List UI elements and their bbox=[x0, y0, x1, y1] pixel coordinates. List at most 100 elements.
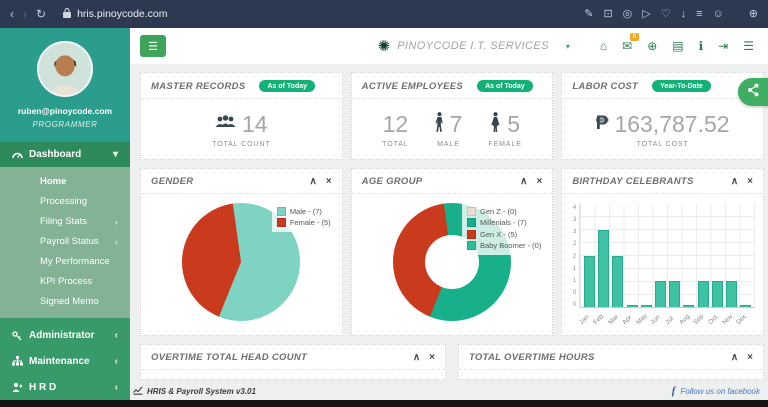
book-icon[interactable]: ▤ bbox=[672, 39, 684, 53]
sidebar-toggle-button[interactable]: ☰ bbox=[140, 35, 166, 57]
bar[interactable] bbox=[583, 255, 595, 307]
close-button[interactable]: × bbox=[747, 351, 753, 363]
download-icon[interactable]: ↓ bbox=[680, 7, 687, 20]
sitemap-icon bbox=[12, 356, 29, 366]
globe-icon[interactable]: ⊕ bbox=[647, 39, 658, 53]
sidebar-item-my-performance[interactable]: My Performance bbox=[0, 252, 130, 272]
sidebar-item-dashboard[interactable]: Dashboard ▾ bbox=[0, 142, 130, 167]
collapse-button[interactable]: ∧ bbox=[309, 175, 317, 187]
mail-icon[interactable]: ✉ 0 bbox=[622, 33, 640, 52]
browser-reload-icon[interactable]: ↻ bbox=[36, 7, 47, 21]
sidebar-item-home[interactable]: Home bbox=[0, 172, 130, 192]
list-icon[interactable]: ☰ bbox=[743, 39, 754, 53]
sidebar-item-maintenance[interactable]: Maintenance ‹ bbox=[0, 349, 130, 375]
overtime-headcount-panel: OVERTIME TOTAL HEAD COUNT ∧ × bbox=[140, 344, 446, 380]
collapse-button[interactable]: ∧ bbox=[412, 351, 421, 363]
legend-swatch bbox=[467, 241, 477, 250]
card-title: ACTIVE EMPLOYEES bbox=[361, 80, 464, 92]
app-version: HRIS & Payroll System v3.01 bbox=[147, 386, 256, 396]
legend-item[interactable]: Baby Boomer - (0) bbox=[467, 241, 541, 250]
bar[interactable] bbox=[669, 281, 681, 307]
browser-back-icon[interactable]: ‹ bbox=[10, 7, 14, 21]
bar[interactable] bbox=[697, 281, 709, 307]
bar[interactable] bbox=[740, 305, 752, 307]
chevron-left-icon: ‹ bbox=[114, 330, 118, 342]
female-icon bbox=[490, 111, 501, 137]
panel-title: OVERTIME TOTAL HEAD COUNT bbox=[151, 352, 308, 363]
card-title: MASTER RECORDS bbox=[151, 80, 246, 92]
sidebar-item-processing[interactable]: Processing bbox=[0, 192, 130, 212]
bar[interactable] bbox=[726, 281, 738, 307]
legend-swatch bbox=[467, 218, 477, 227]
chart-line-icon bbox=[133, 386, 143, 397]
card-title: AGE GROUP bbox=[361, 176, 423, 187]
collapse-button[interactable]: ∧ bbox=[730, 351, 739, 363]
bar[interactable] bbox=[626, 305, 638, 307]
record-icon[interactable]: ◎ bbox=[622, 7, 633, 20]
panel-title: TOTAL OVERTIME HOURS bbox=[469, 352, 595, 363]
legend-label: Male - (7) bbox=[289, 206, 322, 216]
age-group-chart-card: AGE GROUP ∧ × Gen Z - (0) Millenials - (7… bbox=[350, 168, 554, 336]
sidebar-item-label: Maintenance bbox=[29, 355, 90, 367]
bar[interactable] bbox=[683, 305, 695, 307]
legend-item[interactable]: Gen X - (5) bbox=[467, 229, 541, 239]
close-button[interactable]: × bbox=[325, 175, 332, 187]
chevron-down-icon: ▾ bbox=[565, 41, 570, 51]
legend-item[interactable]: Millenials - (7) bbox=[467, 218, 541, 227]
collapse-button[interactable]: ∧ bbox=[730, 175, 739, 187]
legend-item[interactable]: Male - (7) bbox=[276, 206, 331, 216]
bar-chart: 4 3 3 2 2 1 1 0 0 Jan Feb Mar Apr May Jun Jul Aug Sep Oct… bbox=[562, 194, 763, 326]
tachometer-icon bbox=[12, 150, 29, 159]
y-tick-label: 1 bbox=[572, 264, 577, 272]
y-tick-label: 1 bbox=[572, 276, 577, 284]
legend-label: Gen Z - (0) bbox=[480, 206, 517, 216]
bar-y-axis: 4 3 3 2 2 1 1 0 0 bbox=[568, 204, 579, 308]
camera-icon[interactable]: ⊡ bbox=[603, 7, 613, 20]
bar[interactable] bbox=[612, 255, 624, 307]
edit-icon[interactable]: ✎ bbox=[584, 7, 594, 20]
info-icon[interactable]: ℹ bbox=[698, 39, 704, 53]
close-button[interactable]: × bbox=[747, 175, 753, 187]
chevron-down-icon: ▾ bbox=[112, 148, 118, 160]
home-icon[interactable]: ⌂ bbox=[599, 39, 608, 53]
sidebar-item-administrator[interactable]: Administrator ‹ bbox=[0, 323, 130, 349]
company-selector[interactable]: ✺ PINOYCODE I.T. SERVICES ▾ bbox=[378, 39, 570, 54]
sidebar-item-payroll-status[interactable]: Payroll Status ‹ bbox=[0, 232, 130, 252]
close-button[interactable]: × bbox=[429, 351, 435, 363]
sidebar-item-signed-memo[interactable]: Signed Memo bbox=[0, 292, 130, 312]
y-tick-label: 3 bbox=[572, 228, 577, 236]
heart-icon[interactable]: ♡ bbox=[660, 7, 671, 20]
status-badge: As of Today bbox=[477, 80, 533, 92]
card-title: GENDER bbox=[151, 176, 194, 187]
gender-chart-card: GENDER ∧ × Male - (7) Female - (5) bbox=[140, 168, 343, 336]
bar[interactable] bbox=[598, 229, 610, 307]
chevron-left-icon: ‹ bbox=[115, 236, 118, 247]
bar[interactable] bbox=[711, 281, 723, 307]
legend-label: Female - (5) bbox=[289, 218, 331, 227]
legend-item[interactable]: Gen Z - (0) bbox=[467, 206, 541, 216]
close-button[interactable]: × bbox=[536, 175, 543, 187]
legend-item[interactable]: Female - (5) bbox=[276, 218, 331, 227]
avatar[interactable] bbox=[37, 41, 93, 97]
address-bar[interactable]: hris.pinoycode.com bbox=[63, 5, 575, 23]
sidebar: ruben@pinoycode.com PROGRAMMER Dashboard… bbox=[0, 28, 130, 400]
profile-icon[interactable]: ☺ bbox=[712, 7, 724, 20]
browser-forward-icon[interactable]: › bbox=[23, 7, 27, 21]
user-role: PROGRAMMER bbox=[32, 120, 98, 129]
sidebar-item-filing-stats[interactable]: Filing Stats ‹ bbox=[0, 212, 130, 232]
collapse-button[interactable]: ∧ bbox=[520, 175, 528, 187]
bar[interactable] bbox=[640, 305, 652, 307]
hamburger-icon: ☰ bbox=[148, 40, 158, 53]
sidebar-item-hrd[interactable]: H R D ‹ bbox=[0, 374, 130, 400]
sidebar-item-kpi-process[interactable]: KPI Process bbox=[0, 272, 130, 292]
theme-settings-button[interactable] bbox=[738, 78, 768, 106]
panel-icon[interactable]: ⊕ bbox=[748, 7, 758, 20]
birthday-chart-card: BIRTHDAY CELEBRANTS ∧ × 4 3 3 2 2 1 1 0 0 Jan Feb… bbox=[561, 168, 764, 336]
reading-list-icon[interactable]: ≡ bbox=[696, 7, 703, 20]
send-icon[interactable]: ▷ bbox=[642, 7, 651, 20]
bar[interactable] bbox=[655, 281, 667, 307]
logout-icon[interactable]: ⇥ bbox=[718, 39, 729, 53]
sidebar-item-label: Filing Stats bbox=[40, 216, 87, 228]
facebook-link[interactable]: f Follow us on facebook bbox=[672, 385, 760, 397]
chevron-left-icon: ‹ bbox=[115, 216, 118, 227]
